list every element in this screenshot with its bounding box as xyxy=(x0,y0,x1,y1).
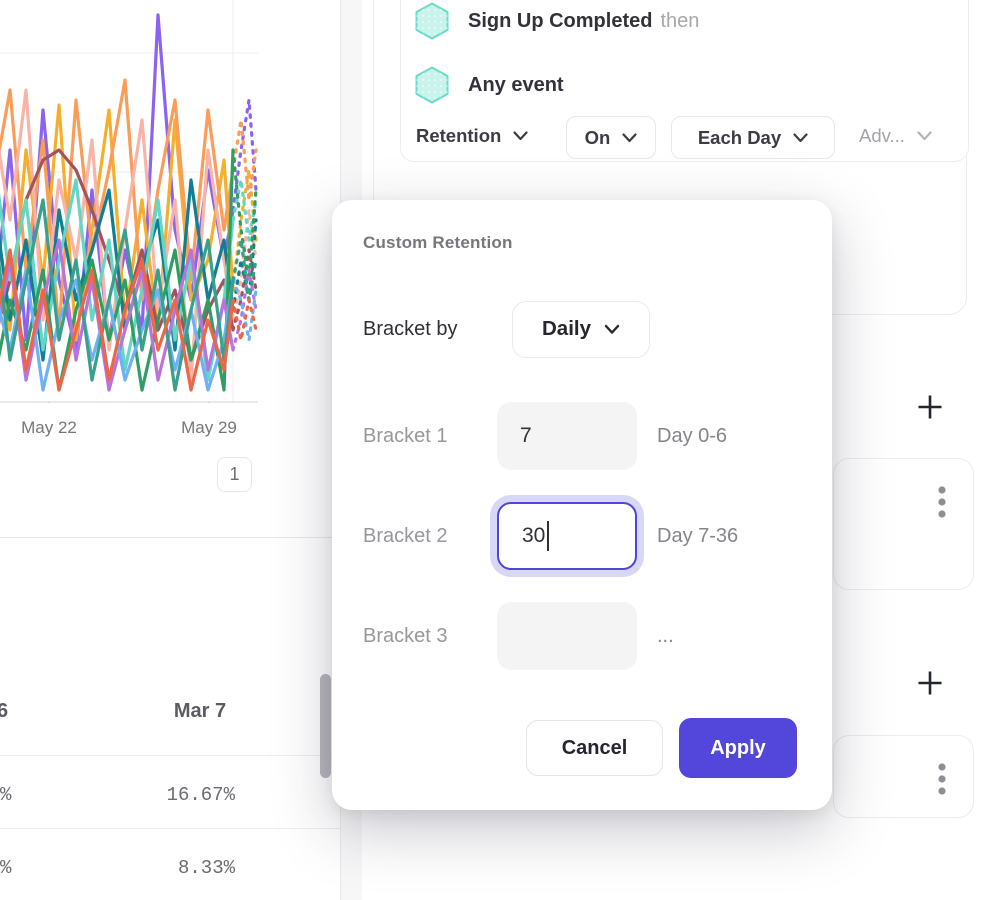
table-cell-partial: % xyxy=(0,784,12,806)
bracket-by-dropdown[interactable]: Daily xyxy=(512,300,650,358)
chevron-down-icon xyxy=(622,132,637,142)
more-options-icon[interactable] xyxy=(937,485,947,519)
query-controls-row: Retention On Each Day Adv... xyxy=(401,116,968,159)
apply-button[interactable]: Apply xyxy=(679,718,797,778)
event-suffix: then xyxy=(660,9,700,32)
bracket-by-dropdown-label: Daily xyxy=(542,317,591,340)
report-panel: May 22 May 29 1 6 Mar 7 % 16.67% % 8.33% xyxy=(0,0,341,900)
bracket-row-2: Bracket 2 30 Day 7-36 xyxy=(332,502,832,570)
table-cell: 8.33% xyxy=(177,857,235,879)
bracket-1-input[interactable]: 7 xyxy=(497,402,637,470)
bracket-3-input[interactable] xyxy=(497,602,637,670)
event-step-row[interactable]: Any event xyxy=(415,66,564,104)
plus-icon xyxy=(918,671,942,695)
vertical-scrollbar[interactable] xyxy=(320,674,331,778)
add-section-button[interactable] xyxy=(915,668,945,698)
bracket-row-3: Bracket 3 ... xyxy=(332,602,832,670)
table-cell-partial: % xyxy=(0,857,12,879)
behavior-block-card: Sign Up Completed then Any event Retentio… xyxy=(400,0,969,162)
query-card xyxy=(833,458,974,590)
measure-dropdown-label: Retention xyxy=(416,125,502,146)
table-row-separator xyxy=(0,755,341,756)
chevron-down-icon xyxy=(513,131,528,141)
table-cell: 16.67% xyxy=(166,784,235,806)
bracket-row-1: Bracket 1 7 Day 0-6 xyxy=(332,402,832,470)
bracket-2-label: Bracket 2 xyxy=(363,525,448,547)
x-axis-label: May 22 xyxy=(21,418,77,437)
bracket-by-row: Bracket by Daily xyxy=(363,300,650,358)
chevron-down-icon xyxy=(604,324,620,334)
bracket-3-range: ... xyxy=(657,625,674,647)
interval-dropdown[interactable]: Each Day xyxy=(671,116,835,159)
x-axis-label: May 29 xyxy=(181,418,237,437)
on-dropdown[interactable]: On xyxy=(566,116,656,159)
more-options-icon[interactable] xyxy=(937,762,947,796)
modal-footer: Cancel Apply xyxy=(332,718,832,778)
bracket-2-input[interactable]: 30 xyxy=(497,502,637,570)
retention-chart xyxy=(0,0,258,403)
interval-dropdown-label: Each Day xyxy=(697,126,782,148)
add-section-button[interactable] xyxy=(915,392,945,422)
table-column-header-partial: 6 xyxy=(0,700,9,722)
bracket-3-label: Bracket 3 xyxy=(363,625,448,647)
section-divider xyxy=(0,537,341,538)
advanced-dropdown[interactable]: Adv... xyxy=(859,125,932,147)
advanced-dropdown-label: Adv... xyxy=(859,125,905,146)
bracket-1-label: Bracket 1 xyxy=(363,425,448,447)
chevron-down-icon xyxy=(793,132,808,142)
bracket-1-value: 7 xyxy=(520,424,532,447)
table-row-separator xyxy=(0,828,341,829)
on-dropdown-label: On xyxy=(584,126,611,148)
measure-dropdown[interactable]: Retention xyxy=(416,125,528,147)
bracket-2-value: 30 xyxy=(522,524,546,547)
bracket-by-label: Bracket by xyxy=(363,317,458,340)
pagination-button[interactable]: 1 xyxy=(217,457,252,492)
bracket-1-range: Day 0-6 xyxy=(657,425,728,447)
bracket-2-range: Day 7-36 xyxy=(657,525,739,547)
table-column-header: Mar 7 xyxy=(173,700,227,722)
text-cursor xyxy=(547,521,550,551)
event-hexagon-icon xyxy=(415,66,449,104)
event-step-row[interactable]: Sign Up Completed then xyxy=(415,2,699,40)
plus-icon xyxy=(918,395,942,419)
query-card xyxy=(833,735,974,818)
custom-retention-modal: Custom Retention Bracket by Daily Bracke… xyxy=(332,200,832,810)
chevron-down-icon xyxy=(917,131,932,141)
event-name[interactable]: Sign Up Completed xyxy=(468,9,653,32)
cancel-button[interactable]: Cancel xyxy=(526,720,663,776)
modal-title: Custom Retention xyxy=(363,233,513,252)
event-name[interactable]: Any event xyxy=(468,73,564,96)
event-hexagon-icon xyxy=(415,2,449,40)
